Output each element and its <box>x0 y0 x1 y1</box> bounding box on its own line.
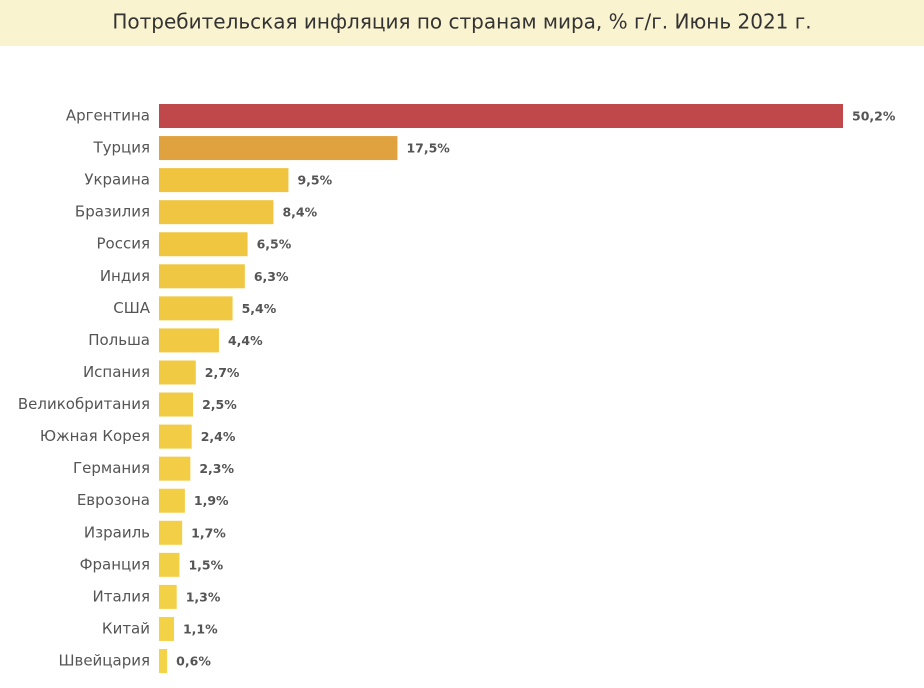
category-label: Индия <box>100 267 150 285</box>
category-label: Франция <box>80 555 150 573</box>
category-label: Бразилия <box>75 203 150 221</box>
bar <box>159 552 180 577</box>
value-label: 17,5% <box>406 141 450 156</box>
category-label: Германия <box>73 459 150 477</box>
value-label: 9,5% <box>297 173 332 188</box>
category-label: Еврозона <box>77 491 150 509</box>
title-band <box>0 0 924 46</box>
value-label: 1,9% <box>194 493 229 508</box>
bar <box>159 616 174 641</box>
value-label: 2,5% <box>202 397 237 412</box>
value-label: 2,4% <box>201 429 236 444</box>
category-label: Аргентина <box>66 107 150 125</box>
bar <box>159 584 177 609</box>
value-label: 4,4% <box>228 333 263 348</box>
bar <box>159 136 398 161</box>
value-label: 6,5% <box>257 237 292 252</box>
value-label: 1,1% <box>183 621 218 636</box>
bar <box>159 520 183 545</box>
bar <box>159 649 168 674</box>
bar <box>159 328 219 353</box>
bar <box>159 296 233 321</box>
category-label: США <box>113 299 151 317</box>
value-label: 2,3% <box>199 461 234 476</box>
category-label: Турция <box>92 139 150 157</box>
chart-title: Потребительская инфляция по странам мира… <box>112 10 811 34</box>
value-label: 1,3% <box>186 589 221 604</box>
bar <box>159 392 194 417</box>
value-label: 6,3% <box>254 269 289 284</box>
bar <box>159 456 191 481</box>
value-label: 1,5% <box>188 557 223 572</box>
value-label: 2,7% <box>205 365 240 380</box>
category-label: Украина <box>84 171 150 189</box>
category-label: Южная Корея <box>40 427 150 445</box>
category-label: Великобритания <box>18 395 150 413</box>
category-label: Россия <box>97 235 151 253</box>
category-label: Польша <box>88 331 150 349</box>
bar <box>159 488 185 513</box>
category-label: Китай <box>102 619 150 637</box>
value-label: 0,6% <box>176 654 211 669</box>
bar <box>159 168 289 193</box>
bar <box>159 360 196 385</box>
value-label: 8,4% <box>282 205 317 220</box>
bar <box>159 200 274 225</box>
category-label: Швейцария <box>58 652 150 670</box>
value-label: 50,2% <box>852 109 896 124</box>
value-label: 5,4% <box>242 301 277 316</box>
category-label: Италия <box>92 587 150 605</box>
bar <box>159 424 192 449</box>
category-label: Испания <box>83 363 150 381</box>
bar <box>159 232 248 257</box>
value-label: 1,7% <box>191 525 226 540</box>
bar <box>159 104 843 128</box>
bar <box>159 264 245 289</box>
category-label: Израиль <box>84 523 150 541</box>
